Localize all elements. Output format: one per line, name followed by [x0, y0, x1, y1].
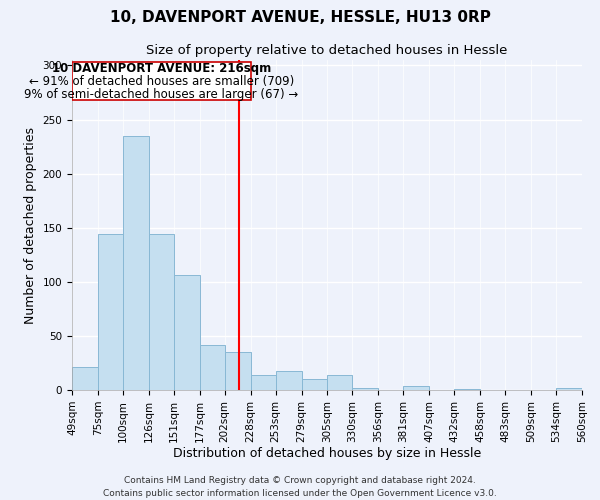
- Text: 9% of semi-detached houses are larger (67) →: 9% of semi-detached houses are larger (6…: [24, 88, 298, 101]
- Bar: [200, 344, 225, 390]
- Bar: [556, 388, 582, 390]
- Text: ← 91% of detached houses are smaller (709): ← 91% of detached houses are smaller (70…: [29, 75, 294, 88]
- Bar: [98, 234, 123, 390]
- Bar: [275, 370, 302, 390]
- Bar: [302, 379, 328, 390]
- Bar: [454, 389, 480, 390]
- FancyBboxPatch shape: [72, 62, 251, 100]
- Title: Size of property relative to detached houses in Hessle: Size of property relative to detached ho…: [146, 44, 508, 58]
- Bar: [149, 234, 174, 390]
- Text: Contains HM Land Registry data © Crown copyright and database right 2024.
Contai: Contains HM Land Registry data © Crown c…: [103, 476, 497, 498]
- Bar: [123, 136, 149, 390]
- Y-axis label: Number of detached properties: Number of detached properties: [24, 126, 37, 324]
- Bar: [174, 276, 200, 390]
- Bar: [72, 368, 98, 390]
- Bar: [328, 375, 352, 390]
- X-axis label: Distribution of detached houses by size in Hessle: Distribution of detached houses by size …: [173, 448, 481, 460]
- Bar: [225, 352, 251, 390]
- Text: 10 DAVENPORT AVENUE: 216sqm: 10 DAVENPORT AVENUE: 216sqm: [52, 62, 271, 75]
- Bar: [403, 386, 429, 390]
- Bar: [251, 375, 275, 390]
- Text: 10, DAVENPORT AVENUE, HESSLE, HU13 0RP: 10, DAVENPORT AVENUE, HESSLE, HU13 0RP: [110, 10, 490, 25]
- Bar: [352, 388, 379, 390]
